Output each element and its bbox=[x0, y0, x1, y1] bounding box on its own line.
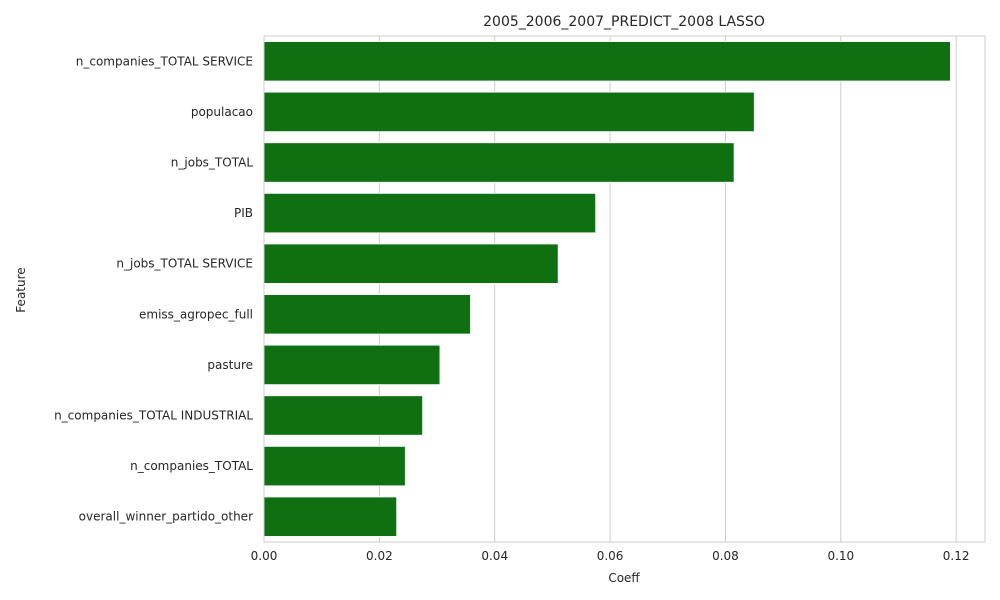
x-tick-label: 0.02 bbox=[366, 549, 393, 563]
bar bbox=[263, 294, 471, 335]
x-tick-label: 0.10 bbox=[827, 549, 854, 563]
bar bbox=[263, 445, 406, 487]
y-tick-label: n_companies_TOTAL bbox=[130, 459, 253, 473]
y-tick-label: PIB bbox=[234, 206, 253, 220]
plot-frame bbox=[263, 35, 986, 543]
x-tick-label: 0.00 bbox=[251, 549, 278, 563]
bar bbox=[263, 496, 398, 537]
bar bbox=[263, 344, 441, 386]
y-tick-label: emiss_agropec_full bbox=[139, 307, 253, 321]
bar bbox=[263, 142, 735, 183]
x-tick-label: 0.06 bbox=[597, 549, 624, 563]
bar bbox=[263, 41, 951, 82]
x-tick-label: 0.08 bbox=[712, 549, 739, 563]
y-tick-label: n_jobs_TOTAL bbox=[171, 156, 254, 170]
x-axis-label: Coeff bbox=[608, 571, 640, 585]
x-tick-label: 0.12 bbox=[943, 549, 970, 563]
bar bbox=[263, 395, 424, 436]
y-tick-label: n_companies_TOTAL SERVICE bbox=[76, 54, 253, 68]
y-tick-label: n_companies_TOTAL INDUSTRIAL bbox=[54, 409, 253, 423]
y-tick-label: pasture bbox=[207, 358, 253, 372]
bar bbox=[263, 91, 755, 133]
y-tick-label: n_jobs_TOTAL SERVICE bbox=[116, 257, 253, 271]
bars bbox=[263, 41, 951, 537]
y-tick-label: populacao bbox=[191, 105, 253, 119]
bar bbox=[263, 192, 597, 234]
y-axis-label: Feature bbox=[14, 267, 28, 312]
chart-title: 2005_2006_2007_PREDICT_2008 LASSO bbox=[483, 14, 765, 30]
bar bbox=[263, 243, 559, 284]
x-tick-label: 0.04 bbox=[481, 549, 508, 563]
y-tick-label: overall_winner_partido_other bbox=[79, 510, 253, 524]
y-tick-labels: n_companies_TOTAL SERVICE populacao n_jobs… bbox=[54, 54, 253, 523]
x-tick-labels: 0.00 0.02 0.04 0.06 0.08 0.10 0.12 bbox=[251, 549, 970, 563]
